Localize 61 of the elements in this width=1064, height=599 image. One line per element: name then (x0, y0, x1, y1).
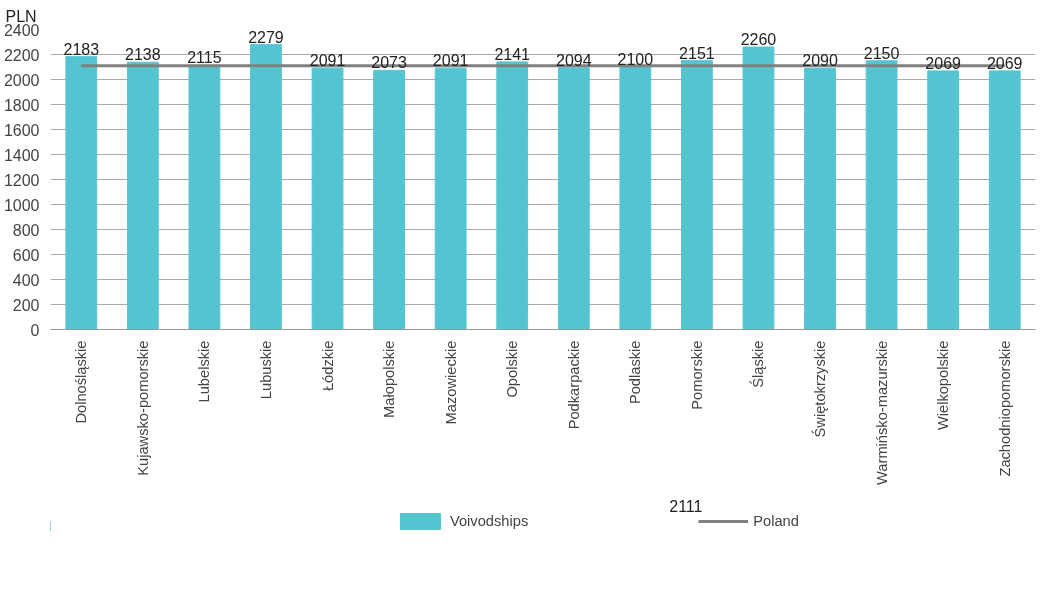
data-label: 2091 (432, 52, 469, 70)
y-tick-label: 200 (12, 296, 40, 314)
data-label: 2091 (309, 52, 346, 70)
bar (65, 56, 98, 330)
data-label: 2150 (863, 44, 900, 62)
x-tick-label: Śląskie (749, 340, 767, 388)
x-tick-label: Lubelskie (196, 340, 213, 403)
x-tick-label: Lubuskie (257, 340, 274, 400)
y-tick-label: 600 (12, 246, 40, 264)
y-tick-label: 1400 (3, 146, 40, 164)
x-tick-label: Małopolskie (381, 340, 398, 418)
x-tick-label: Zachodniopomorskie (996, 340, 1013, 477)
x-tick-label: Pomorskie (688, 340, 705, 410)
data-label: 2115 (187, 49, 222, 67)
bar (742, 46, 775, 330)
bar (988, 70, 1021, 330)
bar (434, 67, 467, 330)
bar (311, 67, 344, 330)
data-label: 2141 (494, 45, 531, 63)
x-tick-label: Opolskie (504, 340, 521, 398)
bar (681, 60, 713, 330)
bar (496, 61, 529, 330)
bar (188, 64, 221, 330)
data-label: 2279 (248, 28, 284, 46)
bar (250, 44, 282, 330)
x-tick-label: Warmińsko-mazurskie (873, 340, 890, 485)
bar (865, 60, 898, 330)
data-label: 2100 (617, 51, 654, 68)
legend-label: Poland (753, 513, 799, 529)
x-tick-label: Łódzkie (319, 340, 336, 392)
data-label: 2069 (986, 54, 1023, 72)
y-tick-label: 800 (12, 221, 40, 239)
data-label: 2138 (125, 46, 161, 64)
data-label: 2094 (555, 51, 592, 69)
text: 2111 (669, 497, 703, 515)
data-label: 2260 (740, 31, 777, 48)
bar (557, 67, 590, 330)
y-tick-label: 400 (12, 271, 40, 289)
y-tick-label: 1000 (3, 196, 40, 214)
x-tick-label: Wielkopolskie (935, 340, 952, 431)
x-tick-label: Kujawsko-pomorskie (134, 340, 151, 476)
x-tick-label: Świętokrzyskie (811, 340, 829, 438)
y-tick-label: 2000 (3, 71, 40, 89)
legend-label: Voivodships (450, 513, 529, 529)
x-tick-label: Podkarpackie (565, 340, 582, 430)
x-tick-label: Podlaskie (627, 340, 644, 405)
y-tick-label: 0 (30, 321, 40, 339)
bar (927, 70, 960, 330)
y-tick-label: 1800 (3, 96, 40, 114)
data-label: 2183 (63, 40, 100, 58)
y-tick-label: 2200 (3, 46, 40, 64)
bar (126, 61, 159, 330)
data-label: 2069 (925, 54, 962, 72)
x-tick-label: Dolnośląskie (73, 340, 90, 424)
x-tick-label: Mazowieckie (442, 340, 459, 425)
y-tick-label: 1600 (3, 121, 40, 139)
bar (619, 66, 652, 330)
bar (373, 69, 405, 330)
data-label: 2151 (679, 44, 715, 62)
y-tick-label: 1200 (3, 171, 40, 189)
bar (804, 67, 836, 330)
